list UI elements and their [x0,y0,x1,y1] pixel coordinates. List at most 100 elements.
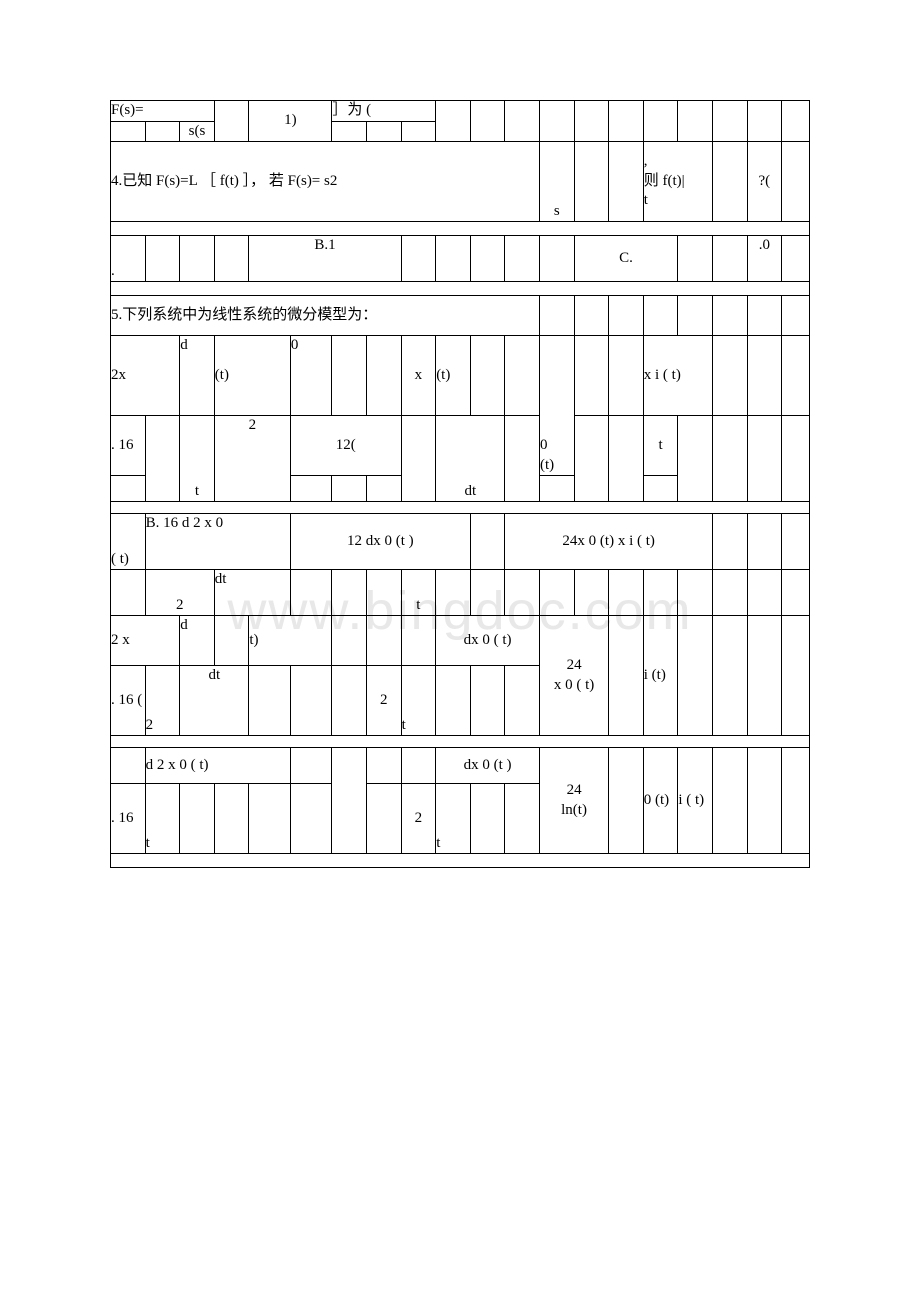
cell [782,616,810,736]
cell: 12( [290,416,401,476]
cell: x [401,336,436,416]
table-row: 2x d (t) 0 x (t) 0(t) x i ( t) [111,336,810,416]
cell [574,336,609,416]
cell [214,616,249,666]
cell [505,784,540,854]
cell [539,476,574,502]
cell: 2 [145,570,214,616]
cell [367,616,402,666]
cell [505,336,540,416]
cell [505,101,540,142]
cell [145,236,180,282]
cell-text: 24 [567,782,582,798]
cell [111,282,810,296]
cell [782,336,810,416]
cell: 24x 0 ( t) [539,616,608,736]
cell [505,236,540,282]
cell [747,416,782,502]
cell [332,616,367,666]
cell [290,476,332,502]
cell [678,101,713,142]
cell-text: (t) [540,457,554,473]
cell [470,784,505,854]
cell [332,666,367,736]
cell [712,142,747,222]
cell [574,142,609,222]
cell: 1) [249,101,332,142]
cell [712,416,747,502]
cell [367,748,402,784]
cell: dt [180,666,249,736]
cell: .0 [747,236,782,282]
cell [539,101,574,142]
cell [290,570,332,616]
cell [609,101,644,142]
cell-q4: 4.已知 F(s)=L ［ f(t) ］， 若 F(s)= s2 [111,142,540,222]
cell: dt [436,416,505,502]
cell-text: 24 [567,657,582,673]
cell [678,616,713,736]
cell [539,236,574,282]
cell [367,336,402,416]
cell [367,476,402,502]
cell: ?( [747,142,782,222]
table-row [111,736,810,748]
cell [643,101,678,142]
cell: 24x 0 (t) x i ( t) [505,514,713,570]
cell [470,666,505,736]
cell: 0(t) [539,336,574,476]
cell [574,296,609,336]
cell: . 16 ( [111,666,146,736]
cell: d [180,616,215,666]
cell [111,121,146,142]
cell [401,236,436,282]
cell: t [401,570,436,616]
cell: dx 0 ( t) [436,616,540,666]
cell: C. [574,236,678,282]
cell: . 16 [111,416,146,476]
cell [747,514,782,570]
cell [214,101,249,142]
cell [436,101,471,142]
cell [332,121,367,142]
cell [609,416,644,502]
cell [249,666,291,736]
cell [401,416,436,502]
table-row [111,282,810,296]
cell [539,570,574,616]
cell: d [180,336,215,416]
table-row: 2 dt t [111,570,810,616]
cell: . [111,236,146,282]
cell-q5: 5.下列系统中为线性系统的微分模型为： [111,296,540,336]
cell: 24ln(t) [539,748,608,854]
cell [180,784,215,854]
cell [712,336,747,416]
cell [470,336,505,416]
cell: t [180,416,215,502]
cell [111,854,810,868]
cell: . 16 [111,784,146,854]
table-row: ( t) B. 16 d 2 x 0 12 dx 0 (t ) 24x 0 (t… [111,514,810,570]
cell [782,514,810,570]
cell [290,784,332,854]
cell [111,570,146,616]
cell [574,416,609,502]
table-row: . 16 t 2 12( dt t [111,416,810,476]
cell: 2 [367,666,402,736]
cell: 0 (t) [643,748,678,854]
cell: s [539,142,574,222]
cell [747,570,782,616]
cell [332,476,367,502]
cell [539,296,574,336]
cell [505,570,540,616]
cell: t [401,666,436,736]
cell: F(s)= [111,101,215,122]
cell [214,236,249,282]
cell [747,296,782,336]
cell [332,570,367,616]
cell: t [643,416,678,476]
document-table: F(s)= 1) ］为 ( s(s 4.已知 F(s)=L ［ f(t) ］， … [110,100,810,868]
cell [678,296,713,336]
cell [332,748,367,854]
cell: (t) [214,336,290,416]
